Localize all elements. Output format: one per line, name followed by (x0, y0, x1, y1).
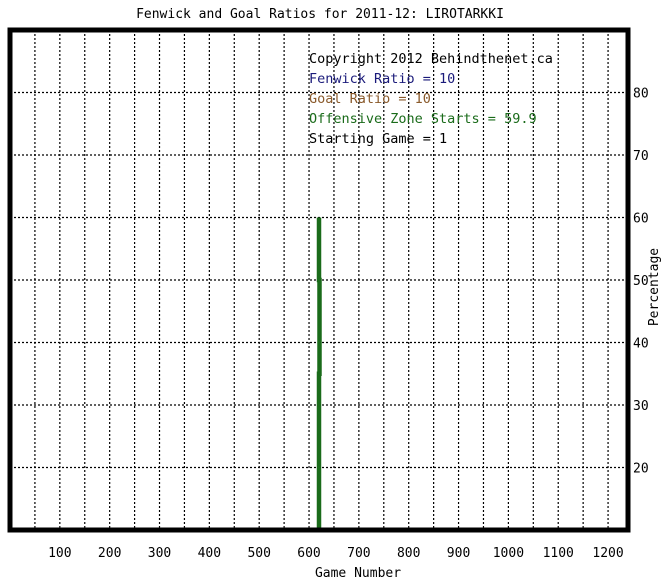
x-tick-label: 300 (148, 546, 171, 561)
annotation-3: Offensive Zone Starts = 59.9 (309, 111, 537, 127)
x-tick-label: 800 (397, 546, 420, 561)
x-tick-label: 1200 (592, 546, 623, 561)
y-tick-label: 70 (633, 149, 649, 164)
x-tick-label: 400 (198, 546, 221, 561)
y-axis-label: Percentage (647, 248, 662, 326)
y-tick-label: 50 (633, 274, 649, 289)
x-tick-label: 700 (347, 546, 370, 561)
x-tick-label: 100 (48, 546, 71, 561)
x-tick-label: 1100 (543, 546, 574, 561)
x-tick-label: 500 (247, 546, 270, 561)
annotation-1: Fenwick Ratio = 10 (309, 71, 455, 87)
x-tick-label: 200 (98, 546, 121, 561)
annotation-0: Copyright 2012 Behindthenet.ca (309, 51, 553, 67)
y-tick-label: 60 (633, 212, 649, 227)
x-axis-label: Game Number (315, 566, 401, 580)
y-tick-label: 40 (633, 337, 649, 352)
x-tick-label: 1000 (493, 546, 524, 561)
y-tick-label: 80 (633, 87, 649, 102)
x-tick-label: 900 (447, 546, 470, 561)
y-tick-labels: 20 30 40 50 60 70 80 (633, 87, 649, 477)
x-tick-label: 600 (297, 546, 320, 561)
y-tick-label: 30 (633, 399, 649, 414)
plot-frame (7, 27, 631, 533)
y-tick-label: 20 (633, 462, 649, 477)
chart-title: Fenwick and Goal Ratios for 2011-12: LIR… (136, 7, 504, 22)
annotation-2: Goal Ratio = 10 (309, 91, 431, 107)
x-tick-labels: 100 200 300 400 500 600 700 800 900 1000 1100 1200 (48, 546, 624, 561)
annotation-4: Starting Game = 1 (309, 131, 447, 147)
annotations: Copyright 2012 Behindthenet.ca Fenwick Ra… (309, 51, 553, 147)
